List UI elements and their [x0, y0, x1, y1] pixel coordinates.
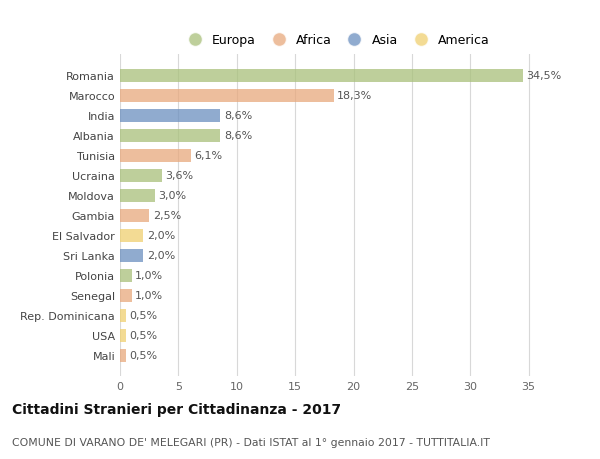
- Text: 2,5%: 2,5%: [152, 211, 181, 221]
- Bar: [120, 349, 126, 362]
- Bar: [120, 269, 131, 282]
- Text: 3,6%: 3,6%: [166, 171, 194, 181]
- Text: COMUNE DI VARANO DE' MELEGARI (PR) - Dati ISTAT al 1° gennaio 2017 - TUTTITALIA.: COMUNE DI VARANO DE' MELEGARI (PR) - Dat…: [12, 437, 490, 447]
- Text: Cittadini Stranieri per Cittadinanza - 2017: Cittadini Stranieri per Cittadinanza - 2…: [12, 402, 341, 416]
- Bar: [120, 150, 191, 162]
- Text: 0,5%: 0,5%: [130, 330, 157, 340]
- Bar: [120, 229, 143, 242]
- Text: 0,5%: 0,5%: [130, 310, 157, 320]
- Text: 1,0%: 1,0%: [135, 291, 163, 301]
- Text: 34,5%: 34,5%: [526, 71, 562, 81]
- Bar: [120, 189, 155, 202]
- Text: 2,0%: 2,0%: [147, 231, 175, 241]
- Legend: Europa, Africa, Asia, America: Europa, Africa, Asia, America: [177, 29, 495, 52]
- Bar: [120, 90, 334, 102]
- Text: 2,0%: 2,0%: [147, 251, 175, 261]
- Text: 1,0%: 1,0%: [135, 270, 163, 280]
- Text: 8,6%: 8,6%: [224, 111, 252, 121]
- Bar: [120, 209, 149, 222]
- Text: 0,5%: 0,5%: [130, 350, 157, 360]
- Text: 18,3%: 18,3%: [337, 91, 373, 101]
- Text: 6,1%: 6,1%: [195, 151, 223, 161]
- Bar: [120, 70, 523, 83]
- Bar: [120, 129, 220, 142]
- Bar: [120, 289, 131, 302]
- Text: 3,0%: 3,0%: [158, 191, 187, 201]
- Text: 8,6%: 8,6%: [224, 131, 252, 141]
- Bar: [120, 169, 162, 182]
- Bar: [120, 249, 143, 262]
- Bar: [120, 309, 126, 322]
- Bar: [120, 329, 126, 342]
- Bar: [120, 110, 220, 123]
